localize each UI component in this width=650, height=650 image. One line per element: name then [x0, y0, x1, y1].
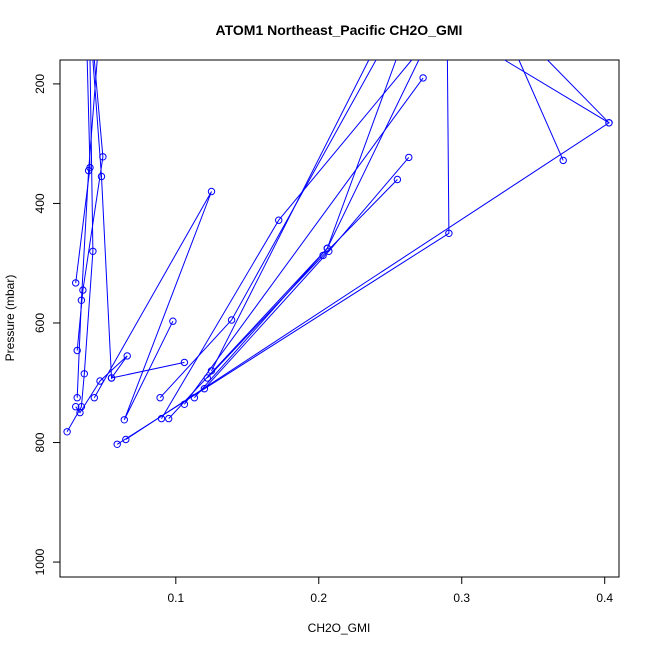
- data-point: [157, 414, 166, 423]
- data-point: [203, 374, 212, 382]
- data-point: [86, 163, 94, 172]
- data-point: [169, 317, 177, 325]
- x-tick-label: 0.3: [453, 591, 470, 605]
- series-line: [75, 59, 128, 414]
- data-point: [107, 374, 116, 382]
- data-point: [99, 153, 107, 161]
- data-point: [76, 408, 84, 417]
- data-point: [207, 367, 216, 375]
- series-line: [206, 179, 398, 379]
- y-axis-label: Pressure (mbar): [3, 275, 17, 362]
- series-line: [76, 59, 98, 398]
- profile-series: [207, 59, 370, 375]
- data-point: [73, 394, 81, 402]
- data-point: [79, 286, 87, 294]
- x-axis-label: CH2O_GMI: [308, 621, 371, 635]
- data-point: [156, 394, 164, 402]
- series-line: [116, 59, 450, 445]
- data-point: [200, 385, 209, 393]
- series-line: [194, 59, 397, 399]
- series-line: [125, 59, 610, 440]
- data-point: [80, 370, 89, 378]
- data-point: [405, 153, 413, 162]
- profile-series: [157, 59, 413, 423]
- data-point: [72, 279, 80, 287]
- data-point: [63, 428, 71, 436]
- data-point: [393, 175, 402, 184]
- data-point: [275, 216, 283, 224]
- profile-series: [156, 59, 377, 402]
- y-tick-label: 1000: [33, 548, 47, 575]
- series-line: [518, 59, 564, 161]
- y-tick-label: 200: [33, 74, 47, 94]
- series-line: [183, 77, 424, 405]
- data-point: [90, 394, 99, 402]
- data-point: [89, 247, 97, 256]
- profile-series: [547, 59, 613, 127]
- chart-title: ATOM1 Northeast_Pacific CH2O_GMI: [216, 22, 463, 38]
- series-line: [75, 59, 91, 283]
- data-point: [72, 403, 80, 411]
- profile-series: [107, 358, 189, 382]
- x-tick-label: 0.2: [310, 591, 327, 605]
- x-tick-label: 0.1: [167, 591, 184, 605]
- data-point: [165, 414, 173, 423]
- series-line: [66, 59, 94, 433]
- y-axis: 200 400 600 800 1000: [33, 74, 60, 575]
- series-line: [111, 361, 185, 379]
- profile-series: [122, 59, 613, 444]
- series-layer: [63, 59, 613, 448]
- data-point: [190, 394, 199, 402]
- data-point: [207, 187, 216, 196]
- x-axis: 0.1 0.2 0.3 0.4: [167, 577, 613, 605]
- data-point: [123, 352, 131, 360]
- y-tick-label: 800: [33, 432, 47, 452]
- y-tick-label: 600: [33, 313, 47, 333]
- data-point: [96, 377, 104, 385]
- series-line: [93, 191, 212, 421]
- profile-series: [113, 59, 453, 448]
- series-line: [76, 59, 104, 351]
- data-point: [113, 440, 121, 448]
- series-line: [161, 59, 413, 419]
- data-point: [120, 416, 129, 424]
- series-line: [168, 59, 420, 419]
- data-point: [323, 244, 331, 253]
- data-point: [419, 74, 427, 82]
- x-tick-label: 0.4: [596, 591, 613, 605]
- data-point: [445, 229, 453, 238]
- series-line: [547, 59, 610, 124]
- data-point: [559, 156, 567, 165]
- series-line: [159, 59, 377, 399]
- profile-series: [165, 59, 420, 423]
- profile-series: [72, 59, 94, 287]
- y-tick-label: 400: [33, 193, 47, 213]
- data-point: [73, 346, 81, 355]
- data-point: [180, 358, 189, 367]
- plot-frame: [59, 59, 620, 578]
- data-point: [122, 435, 130, 444]
- series-line: [211, 59, 370, 372]
- profile-series: [518, 59, 567, 165]
- profile-series: [73, 59, 107, 355]
- data-point: [97, 172, 106, 181]
- data-point: [605, 119, 613, 127]
- data-point: [227, 316, 236, 324]
